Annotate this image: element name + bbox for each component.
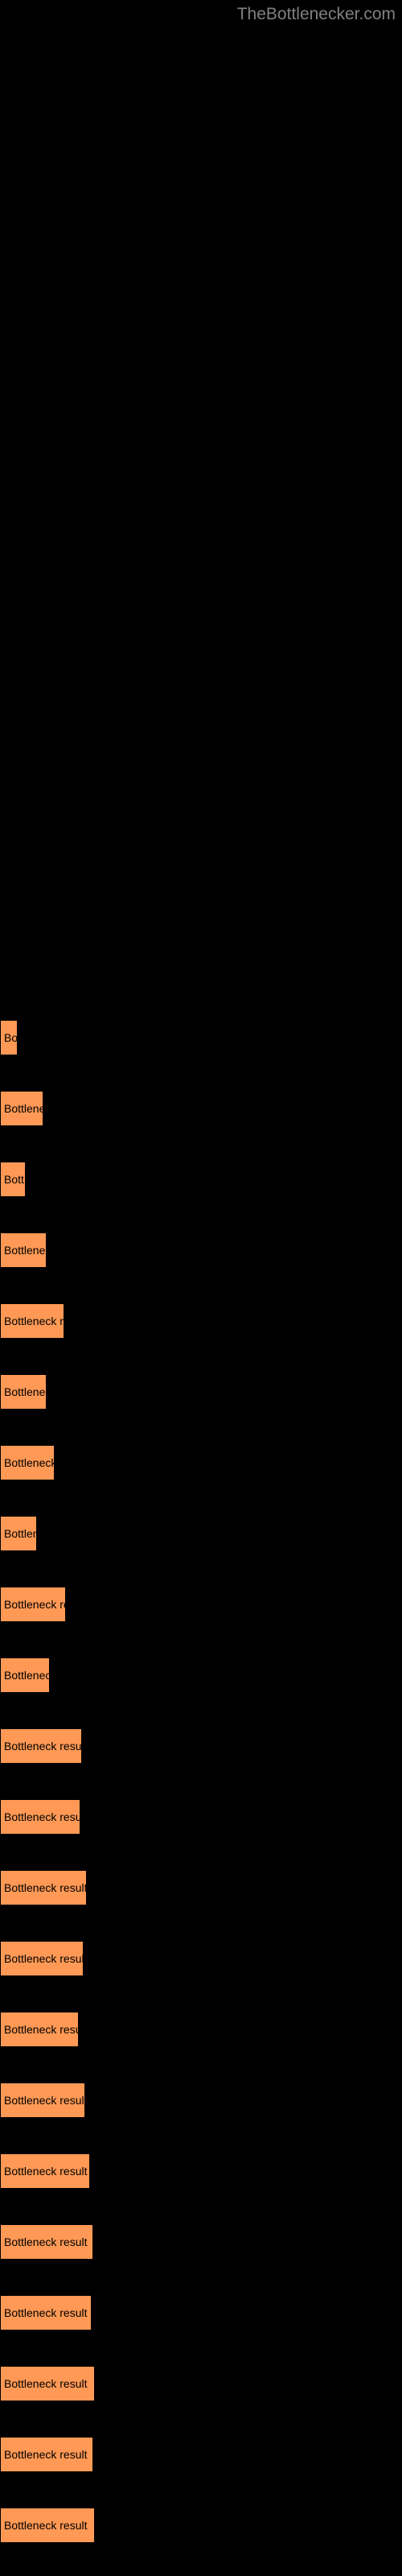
bar-row: Bottleneck result	[0, 1852, 402, 1923]
bar-label: Bottlenec	[4, 1244, 47, 1257]
bar-row: Bottlene	[0, 1073, 402, 1144]
bar: Bottleneck result	[0, 1870, 87, 1905]
bar-label: Bottleneck result	[4, 2094, 85, 2107]
bar-label: Bottleneck result	[4, 1952, 84, 1965]
bar-row: Bottleneck result	[0, 2277, 402, 2348]
bar-label: Bottleneck result	[4, 2519, 88, 2532]
bar-row: Bottleneck result	[0, 2490, 402, 2561]
bar-label: Bo	[4, 1031, 18, 1044]
bar-label: Bottleneck resul	[4, 2023, 79, 2036]
bar-label: Bottleneck result	[4, 2377, 88, 2390]
bar-label: Bottleneck	[4, 1456, 55, 1469]
bar: Bo	[0, 1020, 18, 1055]
bar: Bottleneck re	[0, 1303, 64, 1339]
bar-row: Bottleneck resul	[0, 1994, 402, 2065]
bar: Bottlenec	[0, 1232, 47, 1268]
bar-label: Bottleneck result	[4, 2235, 88, 2248]
bar-label: Bott	[4, 1173, 24, 1186]
bar-label: Bottleneck result	[4, 1881, 87, 1894]
bar: Bott	[0, 1162, 26, 1197]
bar: Bottlen	[0, 1516, 37, 1551]
bar: Bottleneck result	[0, 2083, 85, 2118]
watermark-text: TheBottlenecker.com	[237, 5, 396, 24]
bar-row: Bo	[0, 1002, 402, 1073]
bar: Bottleneck resul	[0, 2012, 79, 2047]
bar-row: Bottleneck	[0, 1427, 402, 1498]
bar-row: Bottleneck result	[0, 1923, 402, 1994]
bar: Bottleneck	[0, 1445, 55, 1480]
bar-label: Bottleneck result	[4, 2165, 88, 2178]
bar-label: Bottleneck result	[4, 2306, 88, 2319]
bar-label: Bottleneck re	[4, 1315, 64, 1327]
bar-row: Bottlenec	[0, 1215, 402, 1286]
bar-row: Bottlen	[0, 1498, 402, 1569]
bar-row: Bottleneck re	[0, 1569, 402, 1640]
bar-label: Bottlen	[4, 1527, 37, 1540]
bar-label: Bottlenec	[4, 1385, 47, 1398]
bar: Bottleneck re	[0, 1587, 66, 1622]
bar: Bottlenec	[0, 1374, 47, 1410]
bar-row: Bottleneck result	[0, 1711, 402, 1781]
bar: Bottleneck result	[0, 2508, 95, 2543]
bar-row: Bottleneck result	[0, 2065, 402, 2136]
bar: Bottleneck result	[0, 2295, 92, 2330]
bar-label: Bottleneck re	[4, 1598, 66, 1611]
bar-row: Bottlenec	[0, 1356, 402, 1427]
bar-row: Bottleneck result	[0, 2348, 402, 2419]
bar-row: Bottleneck result	[0, 2419, 402, 2490]
bar: Bottleneck result	[0, 1941, 84, 1976]
bar-chart: Bo Bottlene Bott Bottlenec Bottleneck re Bott…	[0, 1002, 402, 2561]
bar-row: Bottleneck re	[0, 1286, 402, 1356]
bar: Bottleneck result	[0, 2153, 90, 2189]
bar-row: Bottleneck result	[0, 2207, 402, 2277]
bar-row: Bottleneck result	[0, 2136, 402, 2207]
bar-label: Bottleneck result	[4, 1810, 80, 1823]
bar: Bottleneck result	[0, 1799, 80, 1835]
bar: Bottleneck result	[0, 1728, 82, 1764]
bar-label: Bottleneck result	[4, 1740, 82, 1752]
bar-row: Bott	[0, 1144, 402, 1215]
bar: Bottlenec	[0, 1657, 50, 1693]
bar-label: Bottlenec	[4, 1669, 50, 1682]
bar: Bottleneck result	[0, 2366, 95, 2401]
bar-row: Bottlenec	[0, 1640, 402, 1711]
bar-label: Bottlene	[4, 1102, 43, 1115]
bar: Bottlene	[0, 1091, 43, 1126]
bar: Bottleneck result	[0, 2224, 93, 2260]
bar-row: Bottleneck result	[0, 1781, 402, 1852]
bar: Bottleneck result	[0, 2437, 93, 2472]
bar-label: Bottleneck result	[4, 2448, 88, 2461]
